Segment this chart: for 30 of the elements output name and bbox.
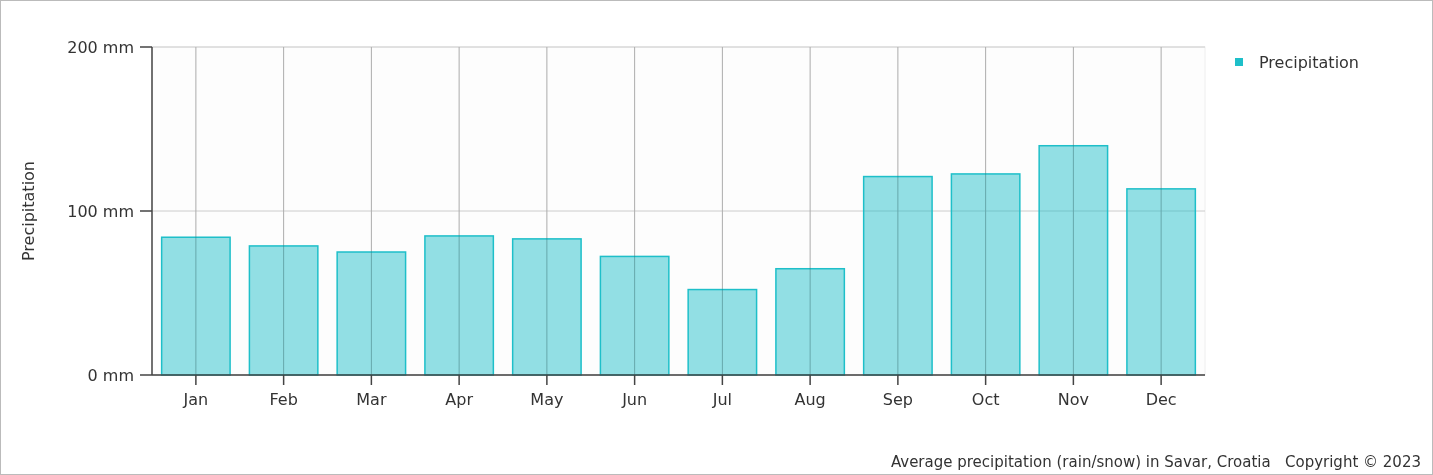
y-tick-label: 0 mm: [87, 365, 134, 385]
y-axis-title: Precipitation: [19, 160, 38, 262]
legend-label: Precipitation: [1259, 52, 1360, 72]
x-tick-label: Feb: [269, 390, 298, 409]
x-tick-label: Oct: [971, 390, 1000, 409]
bar: [950, 173, 1021, 376]
bar: [336, 251, 407, 376]
y-tick-label: 100 mm: [67, 201, 134, 221]
bar: [511, 238, 582, 376]
x-tick-label: Jul: [711, 390, 733, 409]
x-tick-label: May: [530, 390, 564, 409]
bar: [248, 245, 319, 376]
bar: [775, 267, 846, 376]
x-tick-label: Jan: [182, 390, 209, 409]
x-tick-label: Nov: [1057, 390, 1089, 409]
x-tick-label: Mar: [356, 390, 387, 409]
x-tick-label: Sep: [882, 390, 913, 409]
x-tick-label: Aug: [794, 390, 826, 409]
bar: [599, 255, 670, 376]
bar: [160, 236, 231, 376]
bar: [1126, 188, 1197, 376]
text: Average precipitation (rain/snow) in Savar, Croatia Copyright © 2023: [890, 453, 1421, 471]
y-tick-label: 200 mm: [67, 37, 134, 57]
bar: [1038, 144, 1109, 376]
x-tick-label: Jun: [621, 390, 648, 409]
x-tick-label: Dec: [1145, 390, 1177, 409]
bar: [424, 235, 495, 376]
bar: [862, 175, 933, 376]
x-tick-label: Apr: [445, 390, 474, 409]
bar: [687, 288, 758, 376]
